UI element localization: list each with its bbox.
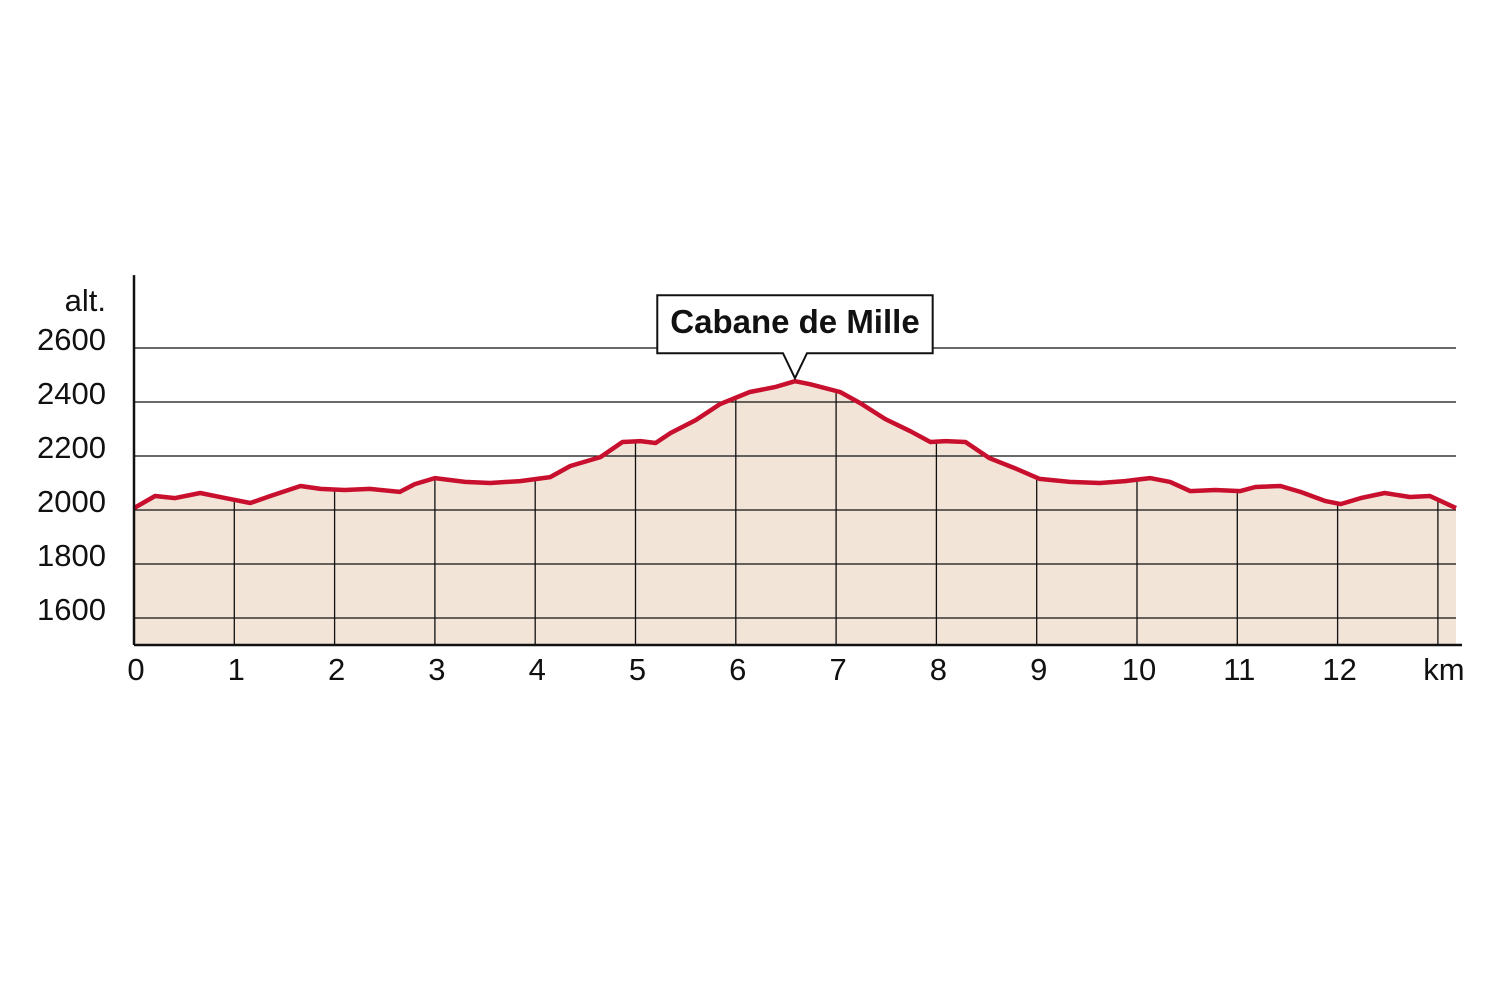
x-tick-label: 1 [228,652,245,687]
y-tick-label: 2400 [37,376,106,411]
y-tick-label: 2600 [37,322,106,357]
elevation-area [134,381,1456,645]
x-tick-label: 4 [529,652,546,687]
x-tick-label: 11 [1223,652,1255,687]
x-tick-label: 7 [829,652,846,687]
annotation-text: Cabane de Mille [670,303,919,340]
elevation-line [132,378,1457,511]
y-tick-label: 1600 [37,592,106,627]
x-tick-label: 5 [629,652,646,687]
y-axis-label: alt. [65,283,106,318]
x-tick-label: 2 [328,652,345,687]
x-tick-label: km [1423,652,1464,687]
x-tick-label: 6 [729,652,746,687]
x-tick-label: 9 [1030,652,1047,687]
y-tick-label: 1800 [37,538,106,573]
annotation: Cabane de Mille [656,294,934,381]
x-tick-label: 8 [930,652,947,687]
x-tick-label: 3 [428,652,445,687]
x-tick-label: 10 [1122,652,1156,687]
y-tick-label: 2000 [37,484,106,519]
y-tick-label: 2200 [37,430,106,465]
annotation-box [656,294,934,381]
x-tick-label: 12 [1322,652,1356,687]
x-tick-label: 0 [127,652,144,687]
